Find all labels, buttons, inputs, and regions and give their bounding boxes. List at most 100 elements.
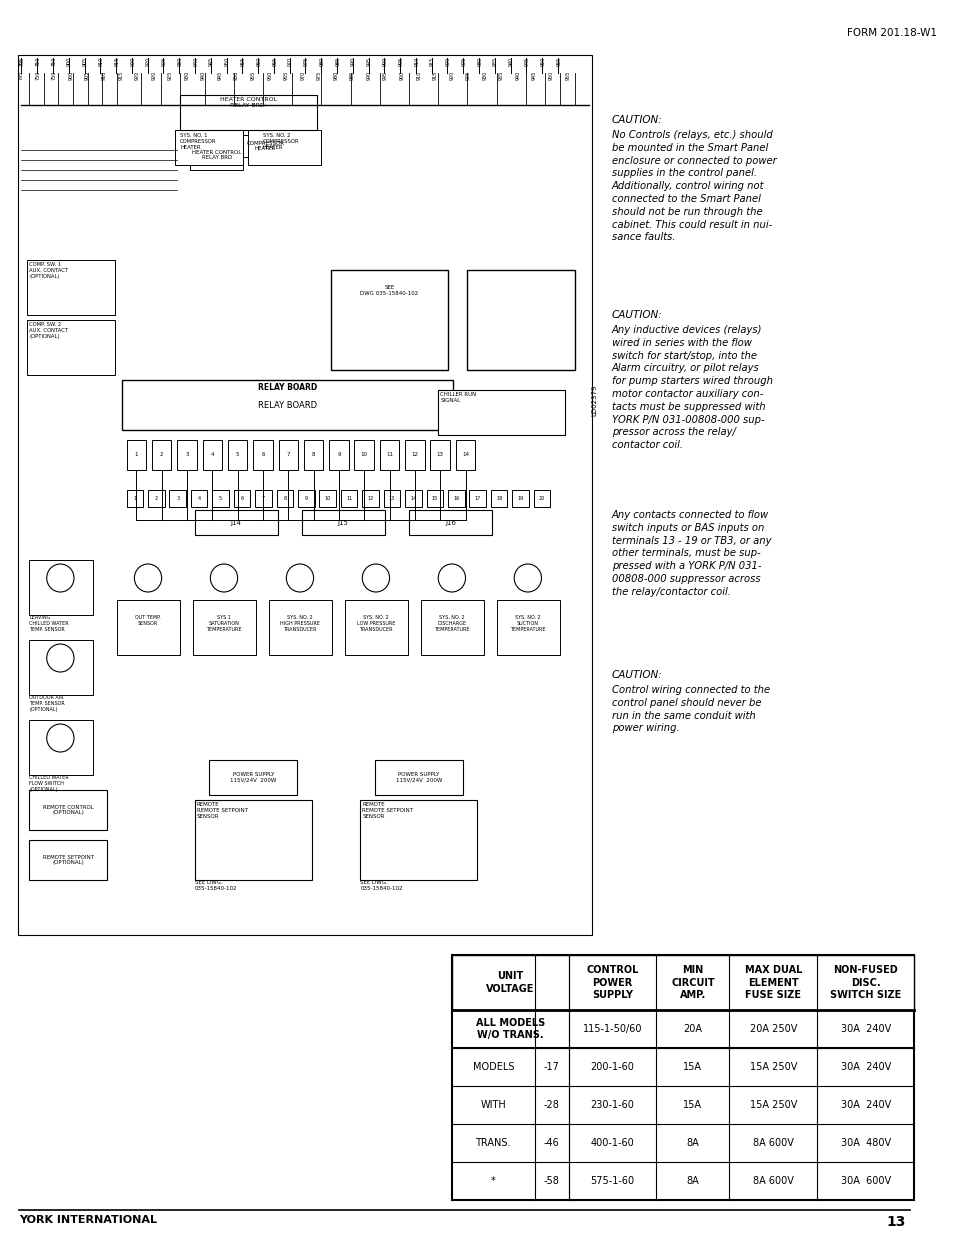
Text: 13: 13 bbox=[436, 452, 443, 457]
Text: 920: 920 bbox=[131, 57, 135, 65]
Bar bbox=[276, 490, 293, 508]
Text: 11: 11 bbox=[346, 496, 352, 501]
Text: J14: J14 bbox=[231, 520, 241, 526]
Bar bbox=[379, 440, 399, 471]
Text: -28: -28 bbox=[543, 1100, 559, 1110]
Bar bbox=[269, 600, 332, 655]
Bar bbox=[152, 440, 172, 471]
Bar bbox=[175, 130, 243, 165]
Text: 1: 1 bbox=[134, 452, 138, 457]
Text: 20: 20 bbox=[538, 496, 544, 501]
Text: 970: 970 bbox=[288, 57, 293, 65]
Text: 995: 995 bbox=[367, 57, 372, 65]
Bar bbox=[452, 955, 914, 1010]
Text: 915: 915 bbox=[433, 70, 437, 80]
Text: 19: 19 bbox=[517, 496, 523, 501]
Text: 2: 2 bbox=[154, 496, 157, 501]
Text: 3: 3 bbox=[185, 452, 189, 457]
Text: 920: 920 bbox=[146, 57, 151, 65]
Text: POWER SUPPLY
115V/24V  200W: POWER SUPPLY 115V/24V 200W bbox=[395, 772, 441, 783]
Text: 910: 910 bbox=[416, 70, 421, 80]
Bar bbox=[512, 490, 528, 508]
Text: 945: 945 bbox=[532, 70, 537, 80]
Text: CHILLER RUN
SIGNAL: CHILLER RUN SIGNAL bbox=[439, 391, 476, 403]
Text: 8A: 8A bbox=[686, 1176, 699, 1186]
Bar bbox=[329, 440, 348, 471]
Text: 400-1-60: 400-1-60 bbox=[590, 1137, 634, 1149]
Text: 960: 960 bbox=[256, 57, 261, 65]
Text: 8A 600V: 8A 600V bbox=[752, 1137, 793, 1149]
Text: COMP. SW. 1
AUX. CONTACT
(OPTIONAL): COMP. SW. 1 AUX. CONTACT (OPTIONAL) bbox=[30, 262, 69, 279]
Bar bbox=[28, 320, 114, 375]
Bar bbox=[191, 490, 207, 508]
Text: 30A  240V: 30A 240V bbox=[840, 1062, 890, 1072]
Bar bbox=[331, 270, 448, 370]
Text: REMOTE SETPOINT
(OPTIONAL): REMOTE SETPOINT (OPTIONAL) bbox=[43, 855, 93, 866]
Text: 4: 4 bbox=[197, 496, 200, 501]
Text: HEATER CONTROL
RELAY BRD.: HEATER CONTROL RELAY BRD. bbox=[219, 98, 276, 107]
Bar bbox=[180, 95, 316, 130]
Bar bbox=[375, 760, 462, 795]
Text: SYS. NO. 1
COMPRESSOR
HEATER: SYS. NO. 1 COMPRESSOR HEATER bbox=[180, 133, 216, 149]
Bar bbox=[248, 130, 321, 165]
Text: 960: 960 bbox=[267, 70, 272, 80]
Text: SYS 1
SATURATION
TEMPERATURE: SYS 1 SATURATION TEMPERATURE bbox=[206, 615, 241, 631]
Text: 750: 750 bbox=[52, 70, 57, 80]
Bar bbox=[228, 440, 247, 471]
Text: 6: 6 bbox=[240, 496, 243, 501]
Text: 950: 950 bbox=[233, 70, 239, 80]
Text: 915: 915 bbox=[114, 57, 119, 65]
Bar bbox=[355, 440, 374, 471]
Text: 16: 16 bbox=[453, 496, 459, 501]
Bar bbox=[253, 440, 273, 471]
Text: 990: 990 bbox=[366, 70, 372, 80]
Text: 900: 900 bbox=[399, 70, 404, 80]
Text: 940: 940 bbox=[515, 70, 520, 80]
Bar bbox=[190, 140, 243, 170]
Text: COMPRESSOR
HEATER: COMPRESSOR HEATER bbox=[246, 141, 284, 152]
Text: 940: 940 bbox=[193, 57, 198, 65]
Bar bbox=[213, 490, 229, 508]
Bar bbox=[193, 600, 255, 655]
Text: MODELS: MODELS bbox=[472, 1062, 514, 1072]
Text: -17: -17 bbox=[543, 1062, 559, 1072]
Text: 5: 5 bbox=[219, 496, 222, 501]
Bar bbox=[344, 600, 408, 655]
Text: 920: 920 bbox=[134, 70, 140, 80]
Text: 4: 4 bbox=[211, 452, 213, 457]
Bar bbox=[30, 790, 107, 830]
Text: ALL MODELS
W/O TRANS.: ALL MODELS W/O TRANS. bbox=[476, 1018, 544, 1040]
Text: 905: 905 bbox=[85, 70, 90, 80]
Text: 12: 12 bbox=[411, 452, 418, 457]
Text: 8: 8 bbox=[283, 496, 286, 501]
Text: 955: 955 bbox=[565, 70, 570, 80]
Text: 15A 250V: 15A 250V bbox=[749, 1062, 796, 1072]
Text: 905: 905 bbox=[398, 57, 403, 65]
Text: Control wiring connected to the
control panel should never be
run in the same co: Control wiring connected to the control … bbox=[611, 685, 769, 734]
Text: 990: 990 bbox=[351, 57, 355, 65]
Bar bbox=[448, 490, 464, 508]
Text: 925: 925 bbox=[168, 70, 172, 80]
Text: 985: 985 bbox=[335, 57, 340, 65]
Text: 940: 940 bbox=[201, 70, 206, 80]
Bar bbox=[469, 490, 485, 508]
Bar bbox=[405, 490, 421, 508]
Text: SYS. NO. 2
SUCTION
TEMPERATURE: SYS. NO. 2 SUCTION TEMPERATURE bbox=[510, 615, 545, 631]
Text: 930: 930 bbox=[476, 57, 482, 65]
Text: HEATER CONTROL
RELAY BRD: HEATER CONTROL RELAY BRD bbox=[192, 149, 241, 161]
Bar bbox=[497, 600, 559, 655]
Text: 900: 900 bbox=[69, 70, 73, 80]
Text: OUT TEMP.
SENSOR: OUT TEMP. SENSOR bbox=[135, 615, 161, 626]
Bar bbox=[122, 380, 453, 430]
Text: 900: 900 bbox=[382, 57, 387, 65]
Text: CAUTION:: CAUTION: bbox=[611, 310, 661, 320]
Bar bbox=[194, 800, 312, 881]
Text: REMOTE
REMOTE SETPOINT
SENSOR: REMOTE REMOTE SETPOINT SENSOR bbox=[196, 802, 248, 819]
Text: 15A 250V: 15A 250V bbox=[749, 1100, 796, 1110]
Text: 12: 12 bbox=[367, 496, 374, 501]
Text: 945: 945 bbox=[209, 57, 214, 65]
Text: SYS. NO. 2
COMPRESSOR
HEATER: SYS. NO. 2 COMPRESSOR HEATER bbox=[263, 133, 299, 149]
Text: 980: 980 bbox=[319, 57, 324, 65]
Text: SEE DWG.
035-15840-102: SEE DWG. 035-15840-102 bbox=[360, 881, 402, 890]
Text: 985: 985 bbox=[350, 70, 355, 80]
